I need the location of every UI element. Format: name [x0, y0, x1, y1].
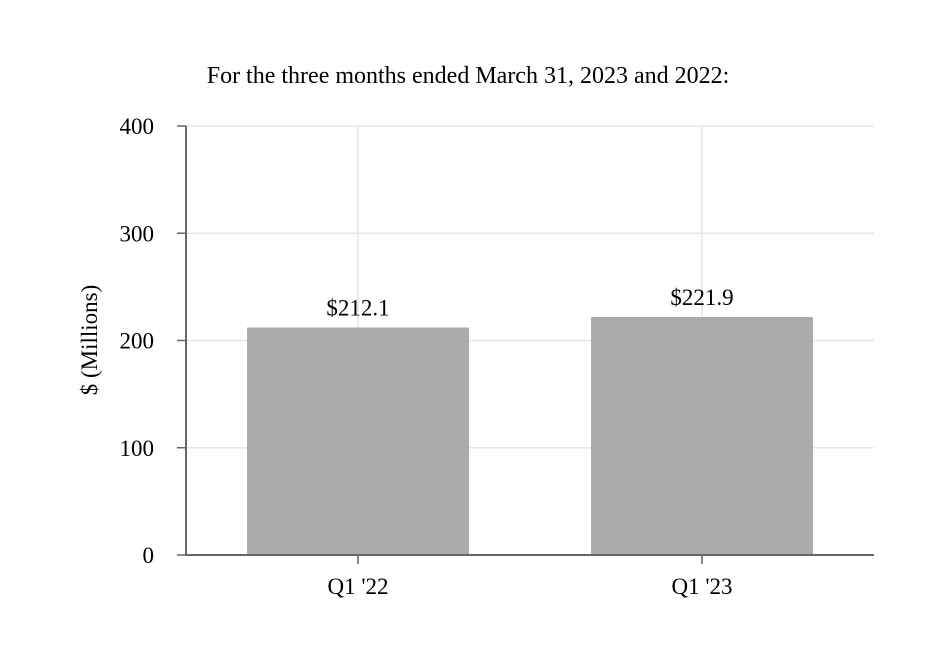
axes [177, 125, 874, 564]
y-tick-label: 400 [120, 114, 155, 139]
data-label: $212.1 [326, 296, 389, 321]
x-tick-label: Q1 '22 [327, 574, 388, 599]
y-tick-label: 0 [143, 543, 155, 568]
bar [247, 327, 469, 555]
bar [591, 317, 813, 555]
bars [247, 317, 813, 555]
x-tick-label: Q1 '23 [671, 574, 732, 599]
y-tick-label: 100 [120, 436, 155, 461]
chart-title: For the three months ended March 31, 202… [207, 63, 730, 89]
y-tick-label: 200 [120, 329, 155, 354]
data-label: $221.9 [670, 285, 733, 310]
labels: 0 100 200 300 400 $212.1 $221.9 Q1 '22 Q1 '23 [120, 114, 734, 599]
y-axis-label: $ (Millions) [77, 285, 102, 396]
y-tick-label: 300 [120, 221, 155, 246]
